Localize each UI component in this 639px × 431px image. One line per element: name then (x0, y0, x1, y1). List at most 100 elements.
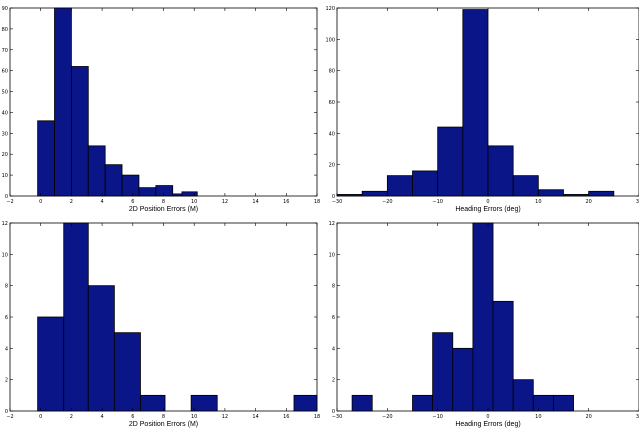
x-axis-label: 2D Position Errors (M) (129, 206, 198, 213)
x-tick-label: 8 (162, 199, 165, 205)
histogram-bar (361, 190, 388, 197)
y-tick-label: 10 (329, 252, 335, 258)
y-tick-label: 0 (5, 194, 8, 200)
histogram-bar (412, 394, 434, 412)
histogram-bar (63, 222, 89, 412)
x-tick-label: 0 (39, 414, 42, 420)
histogram-bar (87, 285, 115, 412)
y-tick-label: 8 (5, 284, 8, 290)
histogram-bar (181, 191, 198, 197)
x-tick-label: 20 (585, 199, 591, 205)
histogram-bar (386, 175, 413, 197)
y-tick-label: 4 (5, 346, 8, 352)
x-tick-label: 0 (486, 199, 489, 205)
x-tick-label: 2 (70, 199, 73, 205)
y-tick-label: 12 (2, 221, 8, 227)
x-tick-label: 12 (222, 199, 228, 205)
histogram-bar (487, 145, 514, 197)
histogram-bar (512, 175, 539, 197)
histogram-bar (37, 120, 55, 197)
x-tick-label: 12 (222, 414, 228, 420)
x-tick-label: −30 (332, 199, 343, 205)
histogram-bar (512, 379, 534, 412)
x-tick-label: 14 (252, 199, 258, 205)
x-tick-label: 16 (283, 414, 289, 420)
y-tick-label: 40 (329, 131, 335, 137)
y-tick-label: 100 (325, 37, 335, 43)
x-tick-label: 30 (636, 414, 639, 420)
x-tick-label: 0 (486, 414, 489, 420)
x-tick-label: −20 (382, 414, 393, 420)
y-tick-label: 0 (332, 409, 335, 415)
x-tick-label: 18 (314, 199, 320, 205)
x-axis-label: 2D Position Errors (M) (129, 421, 198, 428)
x-tick-label: 10 (535, 199, 541, 205)
y-tick-label: 60 (329, 100, 335, 106)
histogram-bar (104, 164, 123, 197)
x-tick-label: −10 (432, 199, 443, 205)
histogram-bar (412, 170, 439, 197)
x-tick-label: 4 (101, 199, 104, 205)
x-tick-label: −20 (382, 199, 393, 205)
y-tick-label: 70 (2, 48, 8, 54)
histogram-bar (113, 332, 141, 412)
y-tick-label: 6 (332, 315, 335, 321)
x-axis-label: Heading Errors (deg) (455, 206, 520, 213)
histogram-bar (190, 394, 218, 412)
x-tick-label: 20 (585, 414, 591, 420)
y-tick-label: 0 (332, 194, 335, 200)
histogram-bar (462, 9, 489, 197)
y-tick-label: 10 (2, 252, 8, 258)
y-tick-label: 2 (332, 378, 335, 384)
y-tick-label: 6 (5, 315, 8, 321)
x-tick-label: −30 (332, 414, 343, 420)
x-tick-label: 6 (131, 199, 134, 205)
histogram-bar (37, 316, 65, 412)
y-tick-label: 50 (2, 90, 8, 96)
y-tick-label: 80 (329, 69, 335, 75)
x-axis-label: Heading Errors (deg) (455, 421, 520, 428)
histogram-bar (472, 222, 494, 412)
x-tick-label: 4 (101, 414, 104, 420)
y-tick-label: 30 (2, 131, 8, 137)
histogram-bar (71, 66, 89, 197)
x-tick-label: 16 (283, 199, 289, 205)
histogram-bar (492, 300, 514, 412)
histogram-bar (138, 187, 157, 197)
x-tick-label: 10 (191, 414, 197, 420)
histogram-bar (437, 126, 464, 197)
x-tick-label: 10 (191, 199, 197, 205)
y-tick-label: 2 (5, 378, 8, 384)
histogram-bar (140, 394, 166, 412)
y-tick-label: 20 (329, 163, 335, 169)
y-tick-label: 120 (325, 6, 335, 12)
x-tick-label: 14 (252, 414, 258, 420)
y-tick-label: 8 (332, 284, 335, 290)
histogram-bar (532, 394, 554, 412)
x-tick-label: 30 (636, 199, 639, 205)
x-tick-label: −2 (6, 199, 13, 205)
y-tick-label: 4 (332, 346, 335, 352)
x-tick-label: 8 (162, 414, 165, 420)
x-tick-label: 2 (70, 414, 73, 420)
x-tick-label: −10 (432, 414, 443, 420)
histogram-heading-errors-bottom: −30 −20 −10 0 10 20 30 0 2 4 6 8 10 12 Heading Errors … (329, 221, 639, 428)
histogram-bar (336, 194, 363, 197)
x-tick-label: 18 (314, 414, 320, 420)
y-tick-label: 10 (2, 173, 8, 179)
x-tick-label: 10 (535, 414, 541, 420)
histogram-bar (537, 189, 564, 197)
y-tick-label: 40 (2, 110, 8, 116)
histogram-bar (553, 394, 574, 412)
y-tick-label: 12 (329, 221, 335, 227)
histogram-bar (452, 347, 474, 412)
histogram-bar (54, 7, 72, 197)
y-tick-label: 0 (5, 409, 8, 415)
histogram-bar (588, 190, 615, 197)
histogram-heading-errors-top: −30 −20 −10 0 10 20 30 0 20 40 60 80 100 120 Heading E… (325, 6, 639, 213)
histogram-bar (155, 185, 174, 197)
histogram-bar (87, 145, 106, 197)
